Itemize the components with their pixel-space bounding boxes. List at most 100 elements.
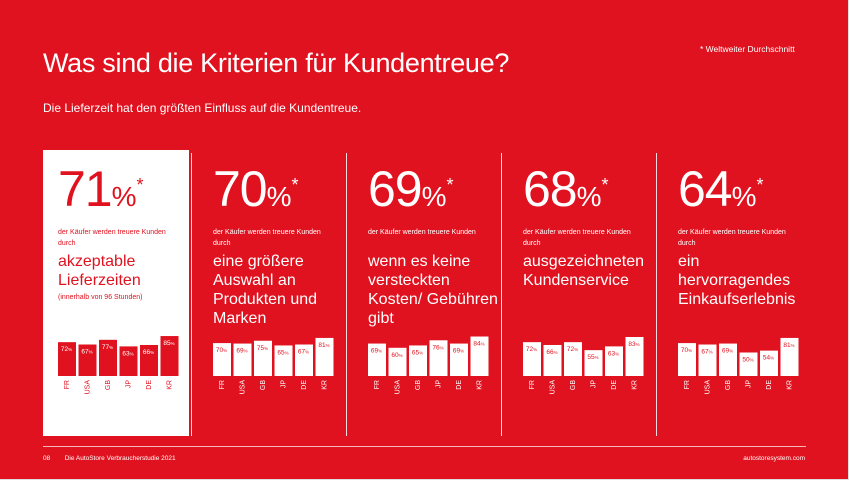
category-label: FR	[684, 380, 691, 389]
stat-percentage: 71%*	[58, 161, 144, 222]
bar-gb	[409, 345, 427, 376]
bar-de	[450, 343, 468, 376]
bar-value-unit: %	[729, 349, 733, 354]
category-label: JP	[126, 380, 133, 389]
stat-percentage: 69%*	[368, 164, 454, 222]
percent-sign: %	[421, 181, 447, 212]
bar-value-label: 76%	[432, 344, 443, 351]
stat-column: 68%* der Käufer werden treuere Kunden dur…	[509, 150, 655, 436]
bar-fr	[58, 342, 76, 376]
stat-column: 69%* der Käufer werden treuere Kunden wenn…	[354, 150, 500, 436]
bar-value-unit: %	[688, 348, 692, 353]
bar-fr	[523, 342, 541, 376]
bar-value-unit: %	[244, 349, 248, 354]
percent-sign: %	[576, 181, 602, 212]
footer-divider	[43, 446, 806, 447]
bar-kr	[315, 337, 334, 376]
category-label: FR	[529, 380, 536, 389]
bar-value-label: 84%	[473, 341, 484, 348]
category-label: KR	[632, 380, 639, 390]
bar-fr	[213, 343, 231, 376]
column-divider	[501, 153, 502, 436]
category-label: USA	[240, 380, 247, 395]
bar-gb	[254, 340, 272, 376]
category-label: FR	[374, 380, 381, 389]
bar-value-unit: %	[419, 350, 423, 355]
bar-usa	[233, 343, 252, 376]
bar-value-unit: %	[595, 355, 599, 360]
bar-value-unit: %	[791, 343, 795, 348]
bar-value-label: 50%	[742, 357, 753, 364]
bar-de	[605, 346, 623, 376]
bar-usa	[78, 344, 97, 376]
criterion-label: wenn es keine versteckten Kosten/ Gebühr…	[368, 253, 498, 327]
bar-value-label: 69%	[453, 348, 464, 355]
bar-chart: 70% FR 69% USA 75% GB 65% JP 67% DE 81% KR	[213, 337, 334, 395]
bar-value-unit: %	[109, 345, 113, 350]
stat-value: 71	[58, 161, 113, 217]
category-label: USA	[705, 380, 712, 395]
bar-fr	[678, 343, 696, 376]
bar-jp	[739, 352, 758, 376]
bar-value-unit: %	[574, 347, 578, 352]
category-label: KR	[787, 380, 794, 390]
category-label: KR	[322, 380, 329, 390]
bar-jp	[274, 345, 293, 376]
stat-percentage: 64%*	[678, 161, 764, 222]
asterisk: *	[136, 175, 144, 195]
bar-value-unit: %	[750, 358, 754, 363]
bar-value-label: 75%	[257, 345, 268, 352]
column-divider	[656, 153, 657, 436]
category-label: KR	[167, 380, 174, 390]
bar-value-unit: %	[709, 350, 713, 355]
bar-usa	[388, 347, 407, 376]
bar-value-unit: %	[326, 343, 330, 348]
bar-value-unit: %	[481, 342, 485, 347]
bar-value-label: 69%	[371, 348, 382, 355]
bar-value-label: 65%	[277, 349, 288, 356]
bar-jp	[429, 340, 448, 376]
bar-gb	[564, 342, 582, 376]
page-subtitle: Die Lieferzeit hat den größten Einfluss …	[43, 101, 362, 115]
bar-value-unit: %	[130, 351, 134, 356]
bar-value-unit: %	[150, 350, 154, 355]
bar-value-label: 66%	[546, 349, 557, 356]
stat-value: 70	[213, 161, 268, 217]
bar-value-unit: %	[89, 350, 93, 355]
page-number: 08	[43, 455, 51, 462]
stat-column: 70%* der Käufer werden treuere Kunden dur…	[199, 150, 345, 436]
footer-url[interactable]: autostoresystem.com	[743, 455, 805, 462]
column-divider	[191, 153, 192, 436]
category-label: DE	[611, 380, 618, 390]
bar-value-label: 70%	[216, 347, 227, 354]
category-label: JP	[436, 380, 443, 389]
page-title: Was sind die Kriterien für Kundentreue?	[43, 48, 510, 78]
column-divider	[346, 153, 347, 436]
bar-value-label: 63%	[608, 350, 619, 357]
bar-value-label: 66%	[143, 349, 154, 356]
category-label: KR	[477, 380, 484, 390]
bar-chart: 69% FR 60% USA 65% GB 76% JP 69% DE 84% KR	[368, 336, 489, 394]
bar-value-label: 63%	[122, 350, 133, 357]
bar-value-unit: %	[68, 347, 72, 352]
category-label: FR	[219, 380, 226, 389]
bar-value-label: 67%	[81, 349, 92, 356]
bar-value-label: 72%	[526, 346, 537, 353]
bar-kr	[625, 336, 644, 376]
asterisk: *	[291, 175, 299, 195]
footer-left: 08 Die AutoStore Verbraucherstudie 2021	[43, 455, 176, 462]
category-label: GB	[415, 380, 422, 390]
category-label: GB	[260, 380, 267, 390]
category-label: GB	[570, 380, 577, 390]
bar-de	[760, 350, 778, 376]
category-label: USA	[550, 380, 557, 395]
bar-jp	[119, 346, 138, 376]
percent-sign: %	[266, 181, 292, 212]
bar-value-label: 54%	[763, 355, 774, 362]
asterisk: *	[446, 175, 454, 195]
bar-value-label: 83%	[628, 341, 639, 348]
stat-value: 64	[678, 161, 733, 217]
bar-de	[140, 344, 158, 376]
bar-chart: 72% FR 67% USA 77% GB 63% JP 66% DE 85% KR	[58, 336, 179, 394]
